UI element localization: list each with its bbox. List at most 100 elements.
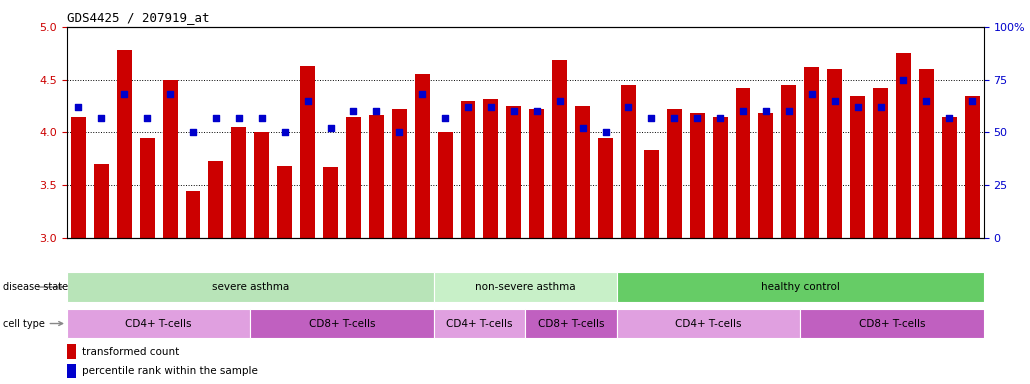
Bar <box>782 85 796 238</box>
Bar <box>460 101 476 238</box>
Bar <box>369 114 384 238</box>
Bar <box>116 50 132 238</box>
Bar <box>185 190 201 238</box>
Bar <box>67 364 76 378</box>
Bar <box>277 166 293 238</box>
Text: CD4+ T-cells: CD4+ T-cells <box>676 318 742 329</box>
Bar <box>250 309 434 338</box>
Bar <box>617 272 984 302</box>
Point <box>253 114 270 121</box>
Point <box>459 104 476 110</box>
Point <box>781 108 797 114</box>
Bar <box>391 109 407 238</box>
Bar <box>300 66 315 238</box>
Bar <box>208 161 224 238</box>
Bar <box>323 167 338 238</box>
Bar <box>254 132 269 238</box>
Bar <box>552 60 568 238</box>
Bar <box>827 69 843 238</box>
Bar <box>713 117 727 238</box>
Text: CD8+ T-cells: CD8+ T-cells <box>859 318 925 329</box>
Point <box>300 98 316 104</box>
Text: cell type: cell type <box>3 318 63 329</box>
Bar <box>598 138 613 238</box>
Point <box>666 114 683 121</box>
Point <box>414 91 431 98</box>
Text: GDS4425 / 207919_at: GDS4425 / 207919_at <box>67 11 209 24</box>
Text: transformed count: transformed count <box>81 347 179 357</box>
Bar <box>735 88 751 238</box>
Bar <box>434 309 525 338</box>
Bar <box>346 117 360 238</box>
Bar <box>644 151 659 238</box>
Text: CD4+ T-cells: CD4+ T-cells <box>126 318 192 329</box>
Bar <box>507 106 521 238</box>
Bar <box>941 117 957 238</box>
Bar <box>575 106 590 238</box>
Point <box>231 114 247 121</box>
Point <box>734 108 751 114</box>
Point <box>620 104 637 110</box>
Point <box>208 114 225 121</box>
Point <box>551 98 568 104</box>
Point <box>93 114 109 121</box>
Point <box>643 114 659 121</box>
Bar <box>617 309 800 338</box>
Point <box>964 98 981 104</box>
Point <box>116 91 133 98</box>
Bar <box>873 88 888 238</box>
Text: CD4+ T-cells: CD4+ T-cells <box>446 318 513 329</box>
Bar <box>804 67 819 238</box>
Point <box>689 114 706 121</box>
Bar <box>71 117 85 238</box>
Text: CD8+ T-cells: CD8+ T-cells <box>309 318 375 329</box>
Point <box>850 104 866 110</box>
Bar <box>438 132 452 238</box>
Bar <box>965 96 980 238</box>
Point <box>597 129 614 136</box>
Bar <box>232 127 246 238</box>
Point <box>575 125 591 131</box>
Point <box>506 108 522 114</box>
Point <box>895 76 912 83</box>
Bar <box>163 80 177 238</box>
Point <box>162 91 178 98</box>
Bar <box>621 85 636 238</box>
Bar <box>94 164 109 238</box>
Point <box>483 104 500 110</box>
Bar <box>67 309 250 338</box>
Point <box>803 91 820 98</box>
Bar <box>483 99 499 238</box>
Bar <box>140 138 154 238</box>
Point <box>391 129 408 136</box>
Bar <box>434 272 617 302</box>
Point <box>941 114 958 121</box>
Point <box>368 108 384 114</box>
Point <box>826 98 843 104</box>
Bar <box>529 109 544 238</box>
Point <box>437 114 453 121</box>
Text: percentile rank within the sample: percentile rank within the sample <box>81 366 258 376</box>
Point <box>139 114 156 121</box>
Bar <box>67 344 76 359</box>
Bar <box>690 114 705 238</box>
Bar <box>800 309 984 338</box>
Point <box>345 108 362 114</box>
Text: disease state: disease state <box>3 282 68 292</box>
Text: healthy control: healthy control <box>761 282 839 292</box>
Bar <box>919 69 934 238</box>
Bar <box>896 53 911 238</box>
Point <box>918 98 934 104</box>
Point <box>184 129 201 136</box>
Point <box>872 104 889 110</box>
Point <box>712 114 728 121</box>
Point <box>276 129 293 136</box>
Point <box>758 108 775 114</box>
Point <box>70 104 87 110</box>
Bar <box>415 74 430 238</box>
Text: severe asthma: severe asthma <box>212 282 288 292</box>
Bar <box>67 272 434 302</box>
Bar <box>758 114 774 238</box>
Text: non-severe asthma: non-severe asthma <box>475 282 576 292</box>
Point <box>322 125 339 131</box>
